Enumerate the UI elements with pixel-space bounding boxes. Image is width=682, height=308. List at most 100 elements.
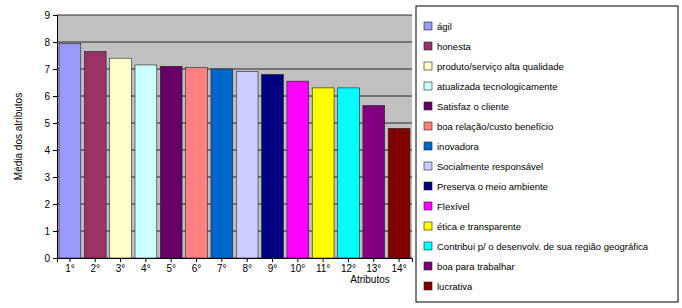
x-tick: 1° — [65, 258, 75, 274]
y-tick-label: 9 — [44, 10, 50, 21]
legend-swatch — [424, 122, 432, 130]
x-tick-mark — [145, 258, 146, 262]
legend-swatch — [424, 102, 432, 110]
bar — [312, 88, 334, 258]
legend-box — [416, 6, 678, 302]
x-tick-label: 10° — [290, 263, 305, 274]
bar — [135, 65, 157, 258]
x-tick-mark — [272, 258, 273, 262]
bar — [84, 51, 106, 258]
x-tick: 13° — [366, 258, 381, 274]
legend-swatch — [424, 42, 432, 50]
bar — [110, 58, 132, 258]
x-tick-mark — [323, 258, 324, 262]
x-tick-label: 8° — [242, 263, 252, 274]
chart: 01234567891°2°3°4°5°6°7°8°9°10°11°12°13°… — [0, 0, 682, 308]
legend-label: produto/serviço alta qualidade — [437, 61, 564, 72]
legend-label: ética e transparente — [437, 221, 521, 232]
legend-swatch — [424, 242, 432, 250]
legend-swatch — [424, 142, 432, 150]
y-tick: 4 — [44, 145, 57, 156]
legend-label: Satisfaz o cliente — [437, 101, 509, 112]
y-tick-mark — [53, 258, 57, 259]
plot-background — [57, 15, 412, 258]
grid-line — [57, 15, 412, 16]
y-tick: 1 — [44, 226, 57, 237]
x-tick: 3° — [116, 258, 126, 274]
y-tick-label: 1 — [44, 226, 50, 237]
legend-label: inovadora — [437, 141, 479, 152]
y-tick-mark — [53, 96, 57, 97]
bar — [59, 43, 81, 258]
x-tick-mark — [69, 258, 70, 262]
y-tick-label: 3 — [44, 172, 50, 183]
y-tick-label: 7 — [44, 64, 50, 75]
x-tick-label: 4° — [141, 263, 151, 274]
x-tick: 11° — [316, 258, 330, 274]
y-tick: 5 — [44, 118, 57, 129]
legend-swatch — [424, 82, 432, 90]
x-tick-label: 1° — [65, 263, 75, 274]
x-tick-mark — [399, 258, 400, 262]
x-tick-mark — [297, 258, 298, 262]
legend-swatch — [424, 202, 432, 210]
legend-label: lucrativa — [437, 281, 473, 292]
x-tick: 2° — [90, 258, 100, 274]
bar — [287, 81, 309, 258]
x-tick: 7° — [217, 258, 227, 274]
y-tick-label: 8 — [44, 37, 50, 48]
y-tick: 0 — [44, 253, 57, 264]
y-tick: 7 — [44, 64, 57, 75]
y-axis: 0 1 2 3 4 5 6 7 8 9 — [44, 10, 57, 264]
y-tick-mark — [53, 123, 57, 124]
x-tick-mark — [171, 258, 172, 262]
y-tick-label: 0 — [44, 253, 50, 264]
y-tick-mark — [53, 69, 57, 70]
x-tick: 8° — [242, 258, 252, 274]
x-tick: 5° — [166, 258, 176, 274]
y-tick-mark — [53, 177, 57, 178]
grid-line — [57, 42, 412, 43]
x-tick-label: 2° — [90, 263, 100, 274]
legend-label: Contribui p/ o desenvolv. de sua região … — [437, 241, 649, 252]
x-axis-line — [58, 259, 413, 263]
x-tick-mark — [221, 258, 222, 262]
y-tick: 3 — [44, 172, 57, 183]
legend-swatch — [424, 222, 432, 230]
x-tick-label: 3° — [116, 263, 126, 274]
legend-label: boa para trabalhar — [437, 261, 515, 272]
legend-swatch — [424, 62, 432, 70]
legend: ágilhonestaproduto/serviço alta qualidad… — [416, 6, 678, 302]
y-tick-label: 6 — [44, 91, 50, 102]
legend-swatch — [424, 182, 432, 190]
x-tick-label: 14° — [392, 263, 407, 274]
y-tick-label: 5 — [44, 118, 50, 129]
x-tick-mark — [120, 258, 121, 262]
x-tick-label: 7° — [217, 263, 227, 274]
bar — [262, 74, 284, 258]
y-tick: 6 — [44, 91, 57, 102]
y-axis-line — [53, 16, 58, 259]
x-tick-mark — [95, 258, 96, 262]
x-tick-label: 9° — [268, 263, 278, 274]
y-tick: 8 — [44, 37, 57, 48]
y-tick-label: 2 — [44, 199, 50, 210]
legend-label: ágil — [437, 21, 452, 32]
x-tick: 6° — [192, 258, 202, 274]
legend-swatch — [424, 262, 432, 270]
legend-swatch — [424, 282, 432, 290]
x-tick-mark — [196, 258, 197, 262]
bar — [160, 66, 182, 258]
x-tick-label: 13° — [366, 263, 381, 274]
x-tick: 4° — [141, 258, 151, 274]
y-tick-mark — [53, 231, 57, 232]
legend-swatch — [424, 22, 432, 30]
bar — [186, 68, 208, 258]
y-tick-label: 4 — [44, 145, 50, 156]
grid — [57, 15, 412, 258]
bar — [388, 128, 410, 258]
x-tick-mark — [348, 258, 349, 262]
x-tick-label: 6° — [192, 263, 202, 274]
bar — [211, 69, 233, 258]
x-axis: 1°2°3°4°5°6°7°8°9°10°11°12°13°14° — [58, 258, 413, 274]
